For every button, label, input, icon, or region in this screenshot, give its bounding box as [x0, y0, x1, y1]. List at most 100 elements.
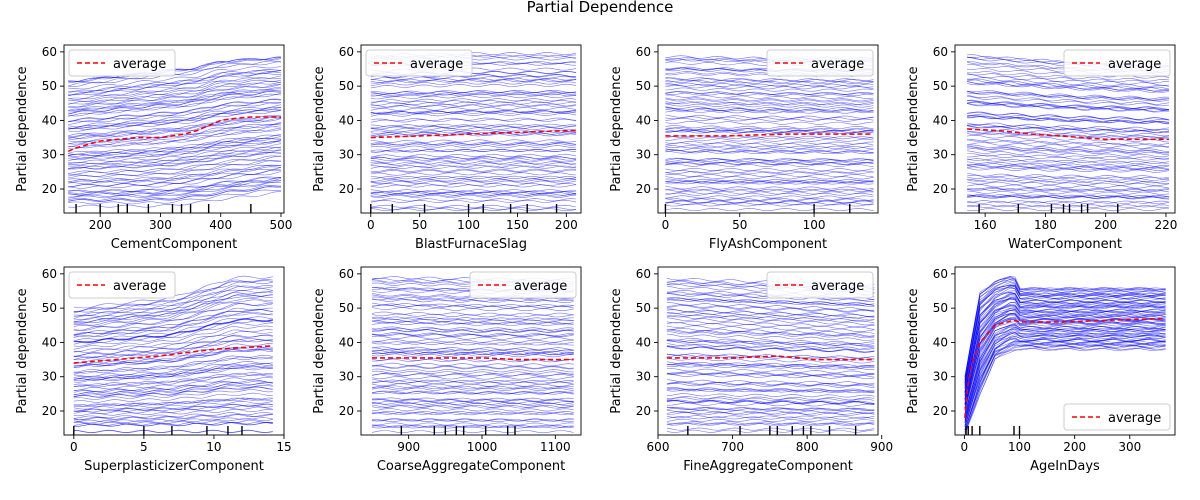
ice-line — [73, 360, 273, 378]
x-tick-label: 500 — [270, 218, 293, 232]
ice-line — [68, 141, 282, 161]
ice-line — [967, 200, 1170, 204]
ice-line — [370, 75, 577, 81]
x-tick-label: 150 — [506, 218, 529, 232]
x-axis-label: FineAggregateComponent — [683, 459, 853, 474]
ice-line — [665, 200, 874, 204]
ice-line — [370, 156, 577, 160]
ice-line — [371, 320, 574, 325]
ice-line — [370, 92, 577, 97]
y-tick-label: 20 — [42, 404, 57, 418]
ice-line — [964, 335, 1166, 427]
ice-line — [73, 325, 273, 350]
ice-line — [68, 106, 282, 130]
ice-line — [665, 116, 874, 120]
ice-line — [964, 302, 1166, 400]
ice-line — [68, 189, 282, 205]
y-tick-label: 60 — [933, 45, 948, 59]
ice-line — [371, 365, 574, 370]
ice-line — [967, 194, 1170, 199]
ice-line — [665, 203, 874, 207]
ice-line — [73, 299, 273, 327]
ice-line — [964, 343, 1166, 431]
ice-line — [370, 179, 577, 183]
ice-line — [73, 307, 273, 335]
ice-line — [964, 328, 1166, 420]
ice-line — [370, 79, 577, 84]
ice-line — [964, 278, 1166, 382]
ice-line — [967, 190, 1170, 195]
ice-line — [665, 170, 874, 174]
ice-line — [73, 380, 273, 393]
ice-line — [370, 113, 577, 117]
ice-line — [68, 68, 282, 94]
ice-line — [73, 281, 273, 313]
y-tick-label: 30 — [636, 370, 651, 384]
legend-box — [1063, 49, 1171, 77]
ice-line — [967, 83, 1170, 93]
ice-line — [73, 389, 273, 400]
ice-line — [370, 176, 577, 180]
ice-line — [967, 146, 1170, 154]
ice-line — [666, 361, 875, 368]
ice-line — [665, 188, 874, 192]
y-axis-label: Partial dependence — [906, 288, 921, 413]
ice-line — [666, 381, 875, 387]
plot-area — [664, 55, 874, 213]
ice-line — [370, 161, 577, 165]
y-tick-label: 30 — [339, 148, 354, 162]
ice-line — [964, 324, 1166, 414]
ice-line — [73, 293, 273, 323]
legend-label: average — [811, 279, 864, 294]
ice-line — [964, 328, 1166, 420]
ice-line — [666, 416, 875, 420]
y-tick-label: 40 — [42, 113, 57, 127]
ice-line — [370, 98, 577, 103]
ice-line — [371, 379, 574, 384]
legend-box — [766, 49, 874, 77]
ice-line — [68, 155, 282, 175]
ice-line — [371, 364, 574, 369]
ice-line — [666, 406, 875, 411]
y-axis-label: Partial dependence — [312, 66, 327, 191]
ice-line — [964, 312, 1166, 408]
x-axis-label: WaterComponent — [1008, 237, 1122, 252]
ice-line — [371, 404, 574, 408]
ice-line — [967, 204, 1170, 208]
ice-line — [370, 207, 577, 211]
ice-line — [964, 282, 1166, 384]
ice-line — [967, 153, 1170, 160]
legend-box — [766, 271, 874, 299]
ice-line — [666, 400, 875, 405]
ice-line — [964, 309, 1166, 403]
legend-box — [469, 271, 577, 299]
ice-line — [372, 348, 574, 353]
legend-label: average — [113, 279, 166, 294]
ice-line — [967, 146, 1170, 154]
ice-line — [370, 198, 577, 202]
plot-area — [73, 275, 273, 435]
x-tick-label: 400 — [209, 218, 232, 232]
ice-line — [665, 191, 874, 195]
ice-line — [967, 124, 1170, 132]
average-line — [666, 355, 875, 361]
ice-line — [665, 106, 874, 110]
x-tick-label: 5 — [140, 440, 148, 454]
ice-line — [666, 325, 875, 333]
ice-line — [68, 121, 282, 143]
legend: average — [1063, 403, 1171, 431]
ice-line — [967, 100, 1170, 111]
ice-line — [964, 343, 1166, 430]
ice-line — [967, 115, 1170, 124]
ice-line — [371, 316, 574, 321]
ice-line — [370, 175, 577, 180]
ice-line — [68, 123, 282, 145]
ice-line — [967, 128, 1170, 137]
ice-line — [967, 73, 1170, 84]
ice-line — [371, 362, 574, 367]
ice-line — [370, 101, 577, 106]
x-tick-label: 200 — [1094, 218, 1117, 232]
ice-line — [370, 159, 577, 163]
legend-label: average — [1108, 57, 1161, 72]
